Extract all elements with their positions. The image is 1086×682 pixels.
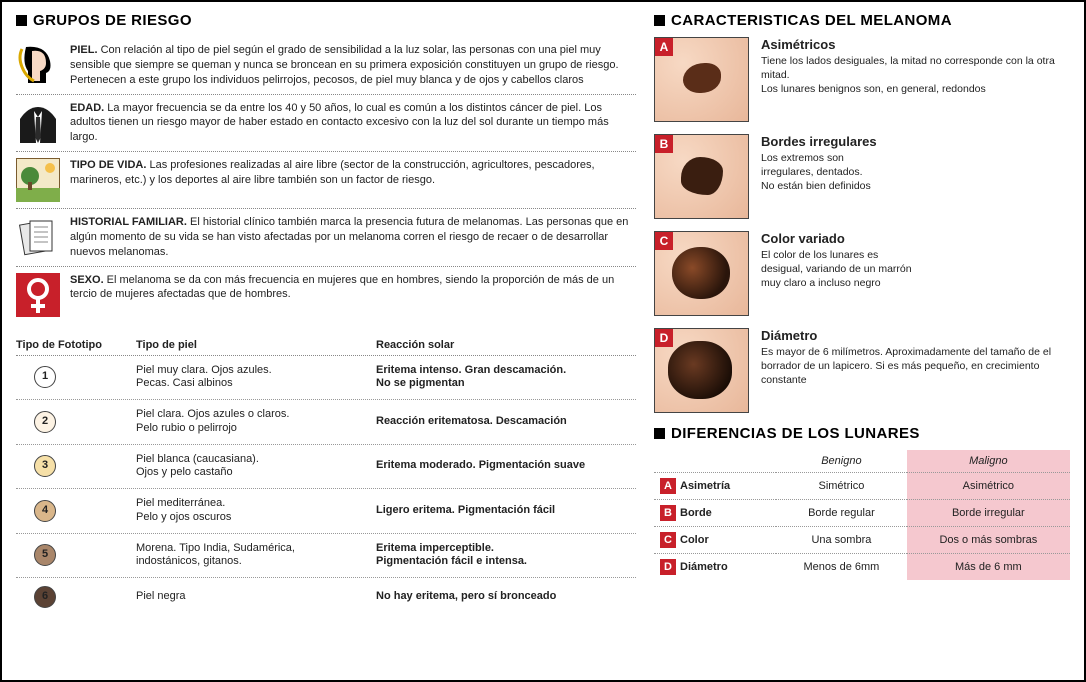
- fototipo-table: Tipo de Fototipo Tipo de piel Reacción s…: [16, 335, 636, 617]
- th-piel: Tipo de piel: [136, 339, 376, 351]
- letter-badge: B: [660, 505, 676, 521]
- lesion-image: D: [654, 328, 749, 413]
- maligno-cell: Asimétrico: [907, 473, 1070, 500]
- maligno-cell: Más de 6 mm: [907, 554, 1070, 581]
- maligno-cell: Dos o más sombras: [907, 527, 1070, 554]
- risk-text: EDAD. La mayor frecuencia se da entre lo…: [70, 101, 636, 146]
- piel-cell: Piel blanca (caucasiana). Ojos y pelo ca…: [136, 453, 376, 481]
- benigno-cell: Una sombra: [776, 527, 907, 554]
- abcd-letter-badge: A: [655, 38, 673, 56]
- fototipo-number: 4: [34, 500, 56, 522]
- maligno-cell: Borde irregular: [907, 500, 1070, 527]
- th-maligno: Maligno: [907, 450, 1070, 473]
- reaccion-cell: No hay eritema, pero sí bronceado: [376, 590, 636, 604]
- diff-label: DDiámetro: [654, 554, 776, 581]
- section-title-caracteristicas: CARACTERISTICAS DEL MELANOMA: [654, 12, 1070, 29]
- benigno-cell: Menos de 6mm: [776, 554, 907, 581]
- diff-label: CColor: [654, 527, 776, 554]
- piel-cell: Piel negra: [136, 590, 376, 604]
- abcd-item: B Bordes irregulares Los extremos son irre…: [654, 134, 1070, 219]
- table-row: BBordeBorde regularBorde irregular: [654, 500, 1070, 527]
- section-title-grupos: GRUPOS DE RIESGO: [16, 12, 636, 29]
- benigno-cell: Borde regular: [776, 500, 907, 527]
- reaccion-cell: Eritema intenso. Gran descamación. No se…: [376, 364, 636, 392]
- th-fototipo: Tipo de Fototipo: [16, 339, 136, 351]
- letter-badge: C: [660, 532, 676, 548]
- risk-row: TIPO DE VIDA. Las profesiones realizadas…: [16, 152, 636, 209]
- benigno-cell: Simétrico: [776, 473, 907, 500]
- piel-cell: Piel clara. Ojos azules o claros. Pelo r…: [136, 408, 376, 436]
- table-row: 5 Morena. Tipo India, Sudamérica, indostá…: [16, 534, 636, 579]
- reaccion-cell: Eritema moderado. Pigmentación suave: [376, 459, 636, 473]
- risk-icon: [16, 158, 60, 202]
- risk-text: HISTORIAL FAMILIAR. El historial clínico…: [70, 215, 636, 260]
- abcd-description: Es mayor de 6 milímetros. Aproximadament…: [761, 345, 1070, 388]
- abcd-item: A Asimétricos Tiene los lados desiguales, …: [654, 37, 1070, 122]
- fototipo-number: 1: [34, 366, 56, 388]
- grupos-de-riesgo-section: GRUPOS DE RIESGO PIEL. Con relación al t…: [16, 12, 636, 670]
- abcd-description: Los extremos son irregulares, dentados. …: [761, 151, 1070, 194]
- table-header-row: Tipo de Fototipo Tipo de piel Reacción s…: [16, 335, 636, 356]
- risk-icon: [16, 215, 60, 259]
- fototipo-number: 6: [34, 586, 56, 608]
- abcd-item: C Color variado El color de los lunares es…: [654, 231, 1070, 316]
- section-title-diferencias: DIFERENCIAS DE LOS LUNARES: [654, 425, 1070, 442]
- table-row: CColorUna sombraDos o más sombras: [654, 527, 1070, 554]
- abcd-item: D Diámetro Es mayor de 6 milímetros. Aprox…: [654, 328, 1070, 413]
- abcd-letter-badge: C: [655, 232, 673, 250]
- risk-icon: [16, 101, 60, 145]
- risk-row: EDAD. La mayor frecuencia se da entre lo…: [16, 95, 636, 153]
- risk-row: HISTORIAL FAMILIAR. El historial clínico…: [16, 209, 636, 267]
- risk-text: TIPO DE VIDA. Las profesiones realizadas…: [70, 158, 636, 202]
- table-row: 4 Piel mediterránea. Pelo y ojos oscurosL…: [16, 489, 636, 534]
- abcd-list: A Asimétricos Tiene los lados desiguales, …: [654, 37, 1070, 413]
- reaccion-cell: Eritema imperceptible. Pigmentación fáci…: [376, 542, 636, 570]
- risk-row: PIEL. Con relación al tipo de piel según…: [16, 37, 636, 95]
- risk-list: PIEL. Con relación al tipo de piel según…: [16, 37, 636, 323]
- table-row: 6 Piel negraNo hay eritema, pero sí bronc…: [16, 578, 636, 616]
- abcd-letter-badge: B: [655, 135, 673, 153]
- table-row: DDiámetroMenos de 6mmMás de 6 mm: [654, 554, 1070, 581]
- fototipo-number: 2: [34, 411, 56, 433]
- abcd-title: Diámetro: [761, 328, 1070, 343]
- reaccion-cell: Reacción eritematosa. Descamación: [376, 415, 636, 429]
- diff-label: BBorde: [654, 500, 776, 527]
- abcd-description: Tiene los lados desiguales, la mitad no …: [761, 54, 1070, 97]
- abcd-title: Bordes irregulares: [761, 134, 1070, 149]
- table-row: AAsimetríaSimétricoAsimétrico: [654, 473, 1070, 500]
- lesion-image: A: [654, 37, 749, 122]
- right-column: CARACTERISTICAS DEL MELANOMA A Asimétrico…: [654, 12, 1070, 670]
- reaccion-cell: Ligero eritema. Pigmentación fácil: [376, 504, 636, 518]
- diferencias-table: Benigno Maligno AAsimetríaSimétricoAsimé…: [654, 450, 1070, 580]
- abcd-letter-badge: D: [655, 329, 673, 347]
- lesion-image: C: [654, 231, 749, 316]
- table-row: 3 Piel blanca (caucasiana). Ojos y pelo c…: [16, 445, 636, 490]
- risk-icon: [16, 43, 60, 87]
- abcd-title: Asimétricos: [761, 37, 1070, 52]
- fototipo-number: 3: [34, 455, 56, 477]
- risk-text: PIEL. Con relación al tipo de piel según…: [70, 43, 636, 88]
- risk-text: SEXO. El melanoma se da con más frecuenc…: [70, 273, 636, 317]
- piel-cell: Morena. Tipo India, Sudamérica, indostán…: [136, 542, 376, 570]
- abcd-description: El color de los lunares es desigual, var…: [761, 248, 1070, 291]
- table-row: 1 Piel muy clara. Ojos azules. Pecas. Cas…: [16, 356, 636, 401]
- letter-badge: D: [660, 559, 676, 575]
- piel-cell: Piel muy clara. Ojos azules. Pecas. Casi…: [136, 364, 376, 392]
- letter-badge: A: [660, 478, 676, 494]
- abcd-title: Color variado: [761, 231, 1070, 246]
- fototipo-number: 5: [34, 544, 56, 566]
- risk-icon: [16, 273, 60, 317]
- th-benigno: Benigno: [776, 450, 907, 473]
- piel-cell: Piel mediterránea. Pelo y ojos oscuros: [136, 497, 376, 525]
- diff-label: AAsimetría: [654, 473, 776, 500]
- th-reaccion: Reacción solar: [376, 339, 636, 351]
- lesion-image: B: [654, 134, 749, 219]
- table-row: 2 Piel clara. Ojos azules o claros. Pelo …: [16, 400, 636, 445]
- risk-row: SEXO. El melanoma se da con más frecuenc…: [16, 267, 636, 323]
